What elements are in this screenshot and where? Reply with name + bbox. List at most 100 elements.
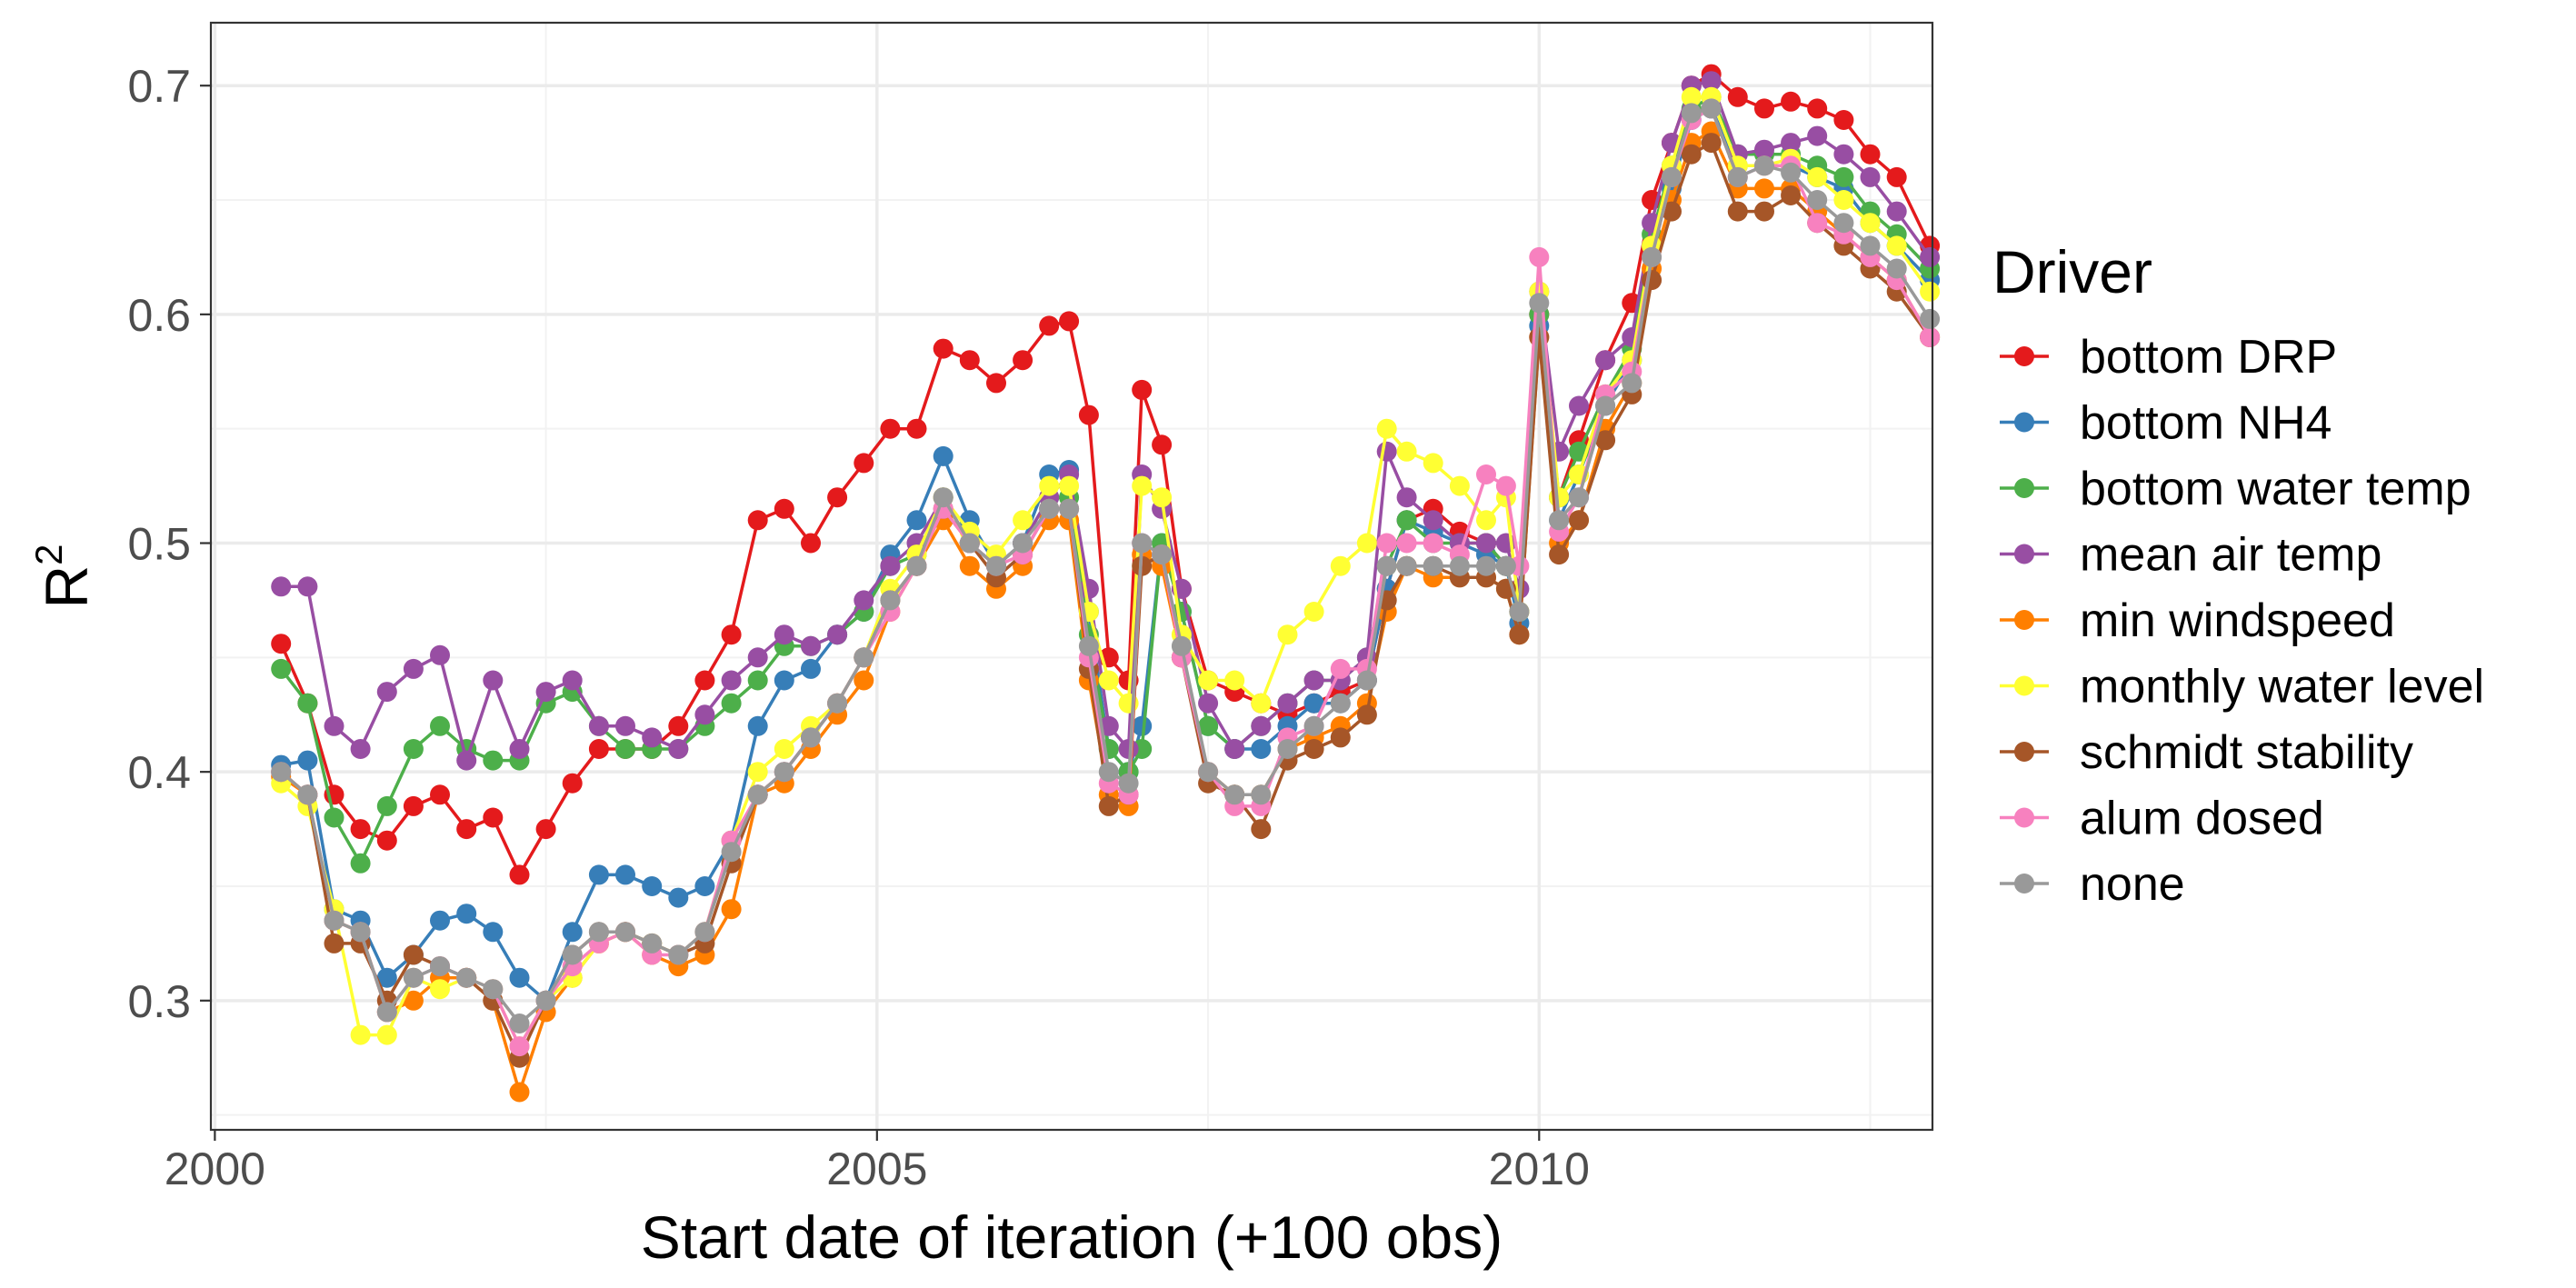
data-point: [1509, 624, 1530, 645]
data-point: [747, 670, 768, 691]
data-point: [906, 418, 927, 439]
data-point: [721, 670, 742, 691]
data-point: [271, 762, 292, 783]
legend-label: mean air temp: [2080, 529, 2381, 582]
data-point: [1476, 555, 1496, 576]
data-point: [1376, 441, 1397, 462]
data-point: [1356, 670, 1377, 691]
data-point: [1330, 555, 1351, 576]
data-point: [1662, 166, 1682, 187]
data-point: [403, 967, 424, 988]
data-point: [986, 555, 1006, 576]
data-point: [880, 590, 901, 611]
data-point: [403, 795, 424, 816]
data-point: [1039, 475, 1060, 496]
data-point: [774, 762, 794, 783]
data-point: [1681, 103, 1702, 124]
data-point: [562, 922, 583, 943]
data-point: [1807, 98, 1828, 119]
data-point: [1277, 693, 1298, 714]
data-point: [297, 750, 318, 771]
legend-item: none: [2000, 858, 2185, 911]
data-point: [1078, 404, 1099, 425]
data-point: [774, 670, 794, 691]
data-point: [562, 670, 583, 691]
legend-label: min windspeed: [2080, 594, 2395, 647]
data-point: [1396, 487, 1417, 508]
data-point: [827, 487, 848, 508]
data-point: [403, 739, 424, 759]
legend-item: min windspeed: [2000, 594, 2395, 647]
data-point: [668, 944, 689, 965]
data-point: [350, 1024, 371, 1045]
legend-item: schmidt stability: [2000, 726, 2413, 779]
data-point: [271, 634, 292, 654]
data-point: [562, 773, 583, 794]
y-axis-title-main: R: [33, 565, 100, 609]
data-point: [430, 715, 450, 736]
data-point: [1569, 487, 1589, 508]
data-point: [1549, 510, 1570, 531]
data-point: [1098, 795, 1119, 816]
data-point: [1376, 555, 1397, 576]
data-point: [1303, 693, 1324, 714]
data-point: [1662, 201, 1682, 222]
data-point: [1595, 395, 1616, 416]
data-point: [1495, 475, 1516, 496]
data-point: [747, 647, 768, 668]
data-point: [1920, 308, 1941, 329]
data-point: [1423, 533, 1443, 554]
data-point: [324, 807, 344, 828]
data-point: [1330, 727, 1351, 748]
data-point: [668, 715, 689, 736]
data-point: [1078, 635, 1099, 656]
data-point: [430, 979, 450, 1000]
data-point: [1356, 533, 1377, 554]
data-point: [1132, 533, 1153, 554]
data-point: [403, 990, 424, 1011]
data-point: [668, 887, 689, 908]
data-point: [1059, 498, 1080, 519]
data-point: [456, 967, 477, 988]
data-point: [615, 715, 635, 736]
legend-label: monthly water level: [2080, 661, 2484, 714]
data-point: [694, 922, 715, 943]
data-point: [1118, 739, 1139, 759]
data-point: [1303, 715, 1324, 736]
data-point: [1833, 166, 1854, 187]
data-point: [1622, 373, 1642, 394]
series-layer: [271, 64, 1941, 1103]
x-tick-label: 2000: [165, 1143, 265, 1194]
data-point: [1059, 475, 1080, 496]
data-point: [747, 510, 768, 531]
data-point: [509, 1013, 530, 1033]
x-tick-label: 2010: [1489, 1143, 1590, 1194]
data-point: [801, 658, 821, 679]
data-point: [1701, 133, 1722, 154]
data-point: [615, 739, 635, 759]
legend-label: alum dosed: [2080, 793, 2324, 845]
data-point: [1251, 784, 1272, 805]
data-point: [1132, 715, 1153, 736]
data-point: [509, 967, 530, 988]
data-point: [324, 910, 344, 931]
legend-key-point: [2014, 742, 2034, 762]
data-point: [694, 876, 715, 896]
data-point: [1833, 144, 1854, 165]
legend-key-point: [2014, 412, 2034, 433]
data-point: [1920, 281, 1941, 302]
data-point: [376, 967, 397, 988]
data-point: [1569, 510, 1589, 531]
data-point: [456, 819, 477, 840]
data-point: [430, 784, 450, 805]
data-point: [721, 693, 742, 714]
data-point: [1529, 246, 1550, 267]
legend-key-point: [2014, 478, 2034, 498]
legend-title: Driver: [1992, 238, 2152, 305]
data-point: [1224, 784, 1245, 805]
y-axis-title-superscript: 2: [27, 544, 70, 564]
data-point: [1886, 166, 1907, 187]
data-point: [774, 624, 794, 645]
data-point: [933, 338, 954, 359]
data-point: [1251, 715, 1272, 736]
